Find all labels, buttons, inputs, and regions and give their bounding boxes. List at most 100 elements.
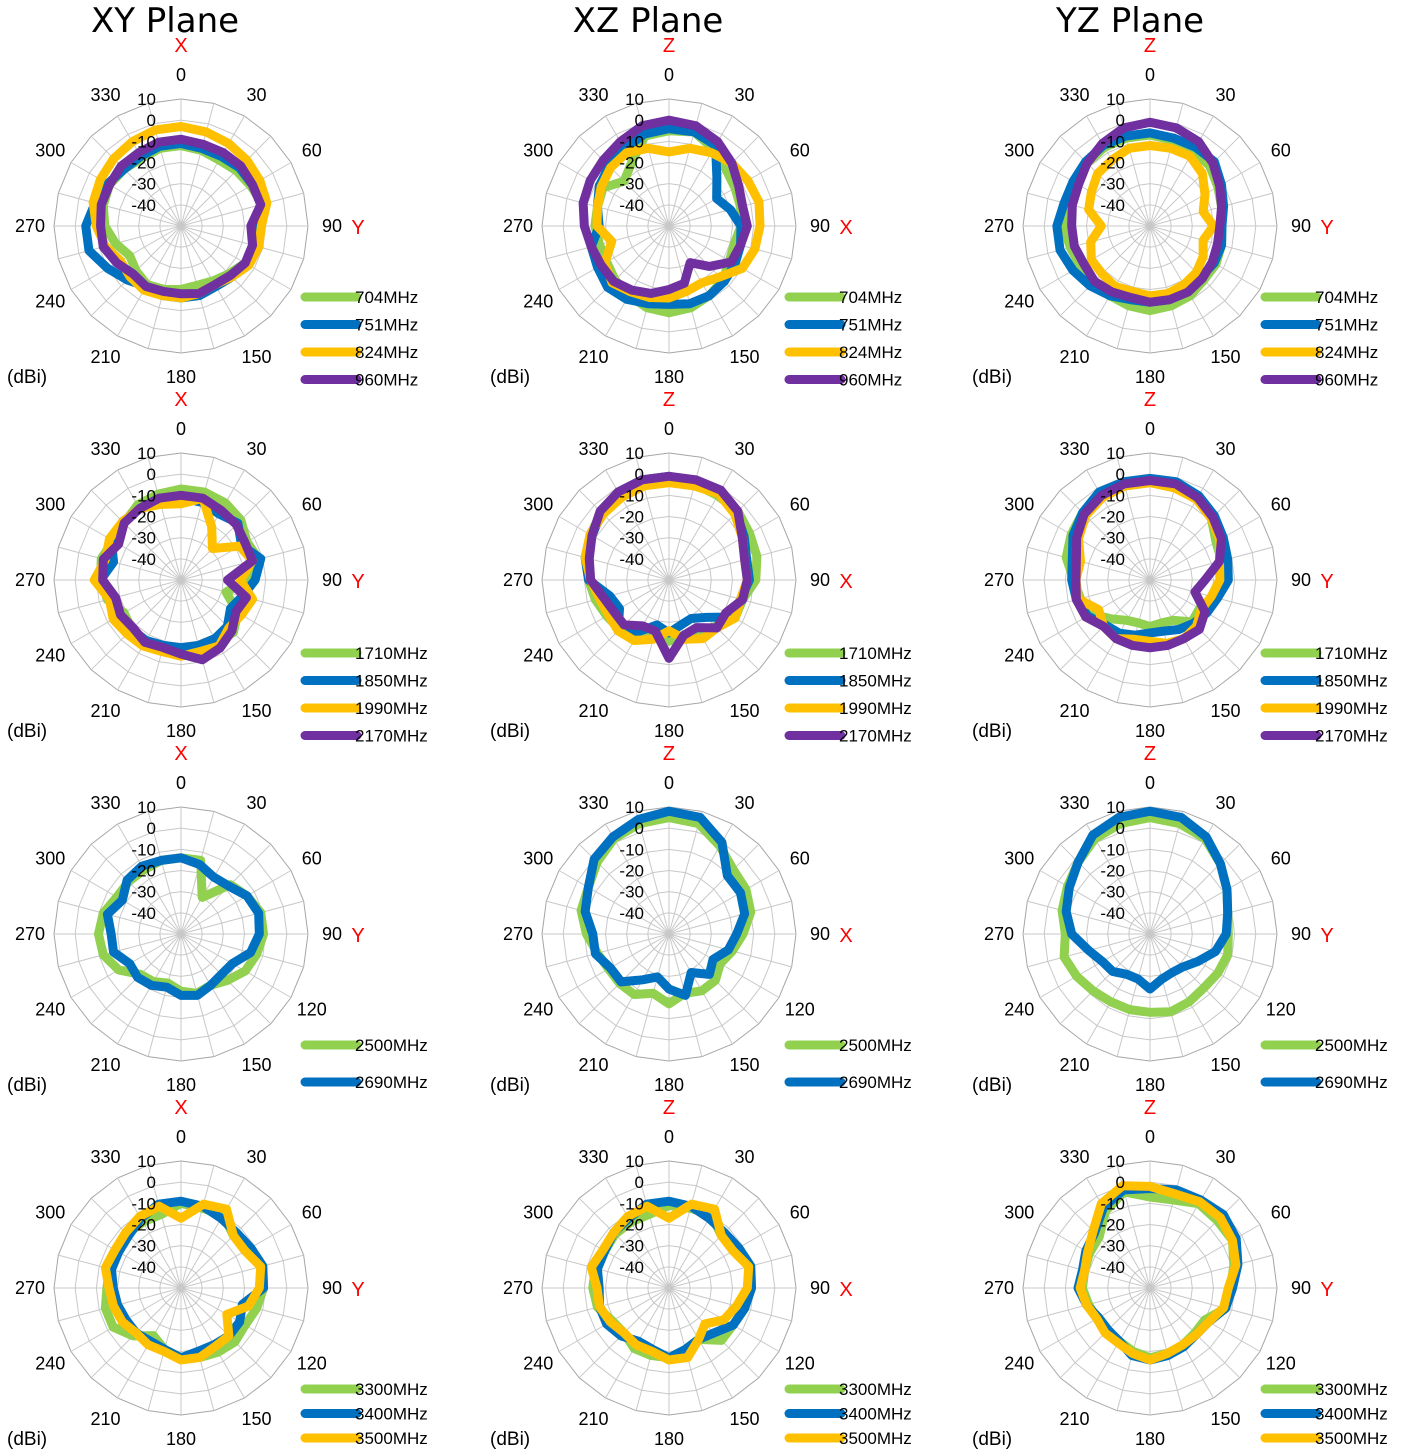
grid-spoke — [1086, 1177, 1151, 1289]
radial-tick-label: -10 — [1100, 486, 1125, 505]
axis-name-top: X — [174, 389, 187, 411]
grid-spoke — [668, 811, 703, 935]
series-2170MHz — [98, 490, 258, 665]
legend-label: 751MHz — [839, 316, 902, 335]
legend: 2500MHz 2690MHz — [784, 1036, 912, 1092]
radar-chart-xy-2: 10 0 -10 -20 -30 -40 0 30 60 90 150 180 210 240 270 300… — [7, 389, 428, 746]
legend-label: 2690MHz — [839, 1073, 912, 1092]
angle-label: 90 — [322, 1278, 342, 1298]
grid-spoke — [668, 516, 780, 581]
grid-spoke — [1059, 1197, 1151, 1289]
grid-spoke — [90, 489, 182, 581]
radial-tick-label: -30 — [131, 883, 156, 902]
grid-spoke — [546, 546, 670, 581]
radar-chart-xz-1: 10 0 -10 -20 -30 -40 0 30 60 90 150 180 210 240 270 300… — [490, 35, 902, 390]
grid-spoke — [180, 1165, 215, 1289]
grid-spoke — [1027, 546, 1151, 581]
grid-spoke — [668, 579, 792, 614]
angle-label: 300 — [35, 495, 65, 515]
grid-spoke — [180, 1177, 245, 1289]
angle-label: 30 — [734, 439, 754, 459]
grid-spoke — [1149, 489, 1241, 581]
radial-tick-label: -20 — [131, 862, 156, 881]
radial-tick-label: 0 — [1116, 819, 1125, 838]
angle-label: 330 — [578, 1147, 608, 1167]
angle-label: 210 — [1059, 1409, 1089, 1429]
radial-tick-label: -10 — [619, 1194, 644, 1213]
radial-tick-label: 10 — [625, 1152, 644, 1171]
grid-spoke — [70, 516, 182, 581]
grid-spoke — [117, 823, 182, 935]
radar-chart-yz-1: 10 0 -10 -20 -30 -40 0 30 60 90 150 180 210 240 270 300… — [972, 35, 1378, 390]
grid-spoke — [1149, 516, 1261, 581]
radar-chart-xz-2: 10 0 -10 -20 -30 -40 0 30 60 90 150 180 210 240 270 300… — [490, 389, 912, 746]
radial-tick-label: -30 — [619, 1237, 644, 1256]
radial-tick-label: 0 — [147, 465, 156, 484]
angle-label: 330 — [578, 793, 608, 813]
grid-spoke — [1039, 933, 1151, 998]
radial-tick-label: -20 — [131, 1216, 156, 1235]
radial-tick-label: -40 — [1100, 1258, 1125, 1277]
radial-tick-label: 0 — [147, 1173, 156, 1192]
grid-spoke — [635, 1165, 670, 1289]
angle-label: 180 — [166, 1075, 196, 1095]
grid-spoke — [180, 135, 272, 227]
radial-tick-label: -30 — [131, 1237, 156, 1256]
grid-spoke — [180, 103, 215, 227]
angle-label: 0 — [176, 65, 186, 85]
radial-tick-label: -30 — [619, 529, 644, 548]
grid-spoke — [1149, 469, 1214, 581]
angle-label: 120 — [1266, 1000, 1296, 1020]
angle-label: 240 — [35, 1000, 65, 1020]
grid-spoke — [558, 1224, 670, 1289]
grid-spoke — [1086, 933, 1151, 1045]
radial-tick-label: -10 — [131, 1194, 156, 1213]
grid-spoke — [1039, 870, 1151, 935]
angle-label: 150 — [729, 701, 759, 721]
radar-chart-xy-3: 10 0 -10 -20 -30 -40 0 30 60 90 120 150 180 210 240 270… — [7, 743, 428, 1096]
radar-chart-xy-4: 10 0 -10 -20 -30 -40 0 30 60 90 120 150 180 210 240 270… — [7, 1097, 428, 1450]
series-2690MHz — [102, 853, 264, 1000]
grid-spoke — [558, 870, 670, 935]
angle-label: 60 — [302, 1203, 322, 1223]
axis-name-top: Z — [1144, 35, 1156, 57]
angle-label: 0 — [664, 419, 674, 439]
grid-spoke — [147, 811, 182, 935]
angle-label: 150 — [241, 701, 271, 721]
radial-tick-label: 0 — [147, 111, 156, 130]
legend-label: 1710MHz — [839, 644, 912, 663]
angle-label: 90 — [1291, 924, 1311, 944]
angle-label: 240 — [523, 1354, 553, 1374]
grid-spoke — [70, 162, 182, 227]
radial-tick-label: 10 — [625, 444, 644, 463]
grid-spoke — [58, 546, 182, 581]
series-3500MHz — [100, 1199, 266, 1365]
angle-label: 60 — [302, 849, 322, 869]
grid-spoke — [1149, 546, 1273, 581]
legend: 704MHz 751MHz 824MHz 960MHz — [1260, 288, 1378, 390]
angle-label: 150 — [241, 347, 271, 367]
legend: 1710MHz 1850MHz 1990MHz 2170MHz — [300, 644, 428, 746]
angle-label: 0 — [1145, 419, 1155, 439]
angle-label: 0 — [664, 773, 674, 793]
grid-spoke — [70, 1224, 182, 1289]
angle-label: 180 — [166, 721, 196, 741]
radial-tick-label: -10 — [131, 132, 156, 151]
legend-label: 2500MHz — [839, 1036, 912, 1055]
grid-spoke — [1149, 135, 1241, 227]
radial-tick-label: -40 — [1100, 196, 1125, 215]
angle-label: 60 — [1271, 495, 1291, 515]
grid-spoke — [668, 1287, 792, 1322]
angle-label: 240 — [35, 1354, 65, 1374]
grid-spoke — [668, 843, 760, 935]
unit-label: (dBi) — [7, 367, 47, 388]
grid-spoke — [605, 115, 670, 227]
grid-spoke — [180, 933, 304, 968]
angle-label: 120 — [1266, 1354, 1296, 1374]
grid-spoke — [117, 115, 182, 227]
angle-label: 180 — [1135, 1075, 1165, 1095]
angle-label: 60 — [1271, 141, 1291, 161]
series-824MHz — [592, 143, 765, 303]
radial-tick-label: 0 — [147, 819, 156, 838]
angle-label: 180 — [166, 367, 196, 387]
